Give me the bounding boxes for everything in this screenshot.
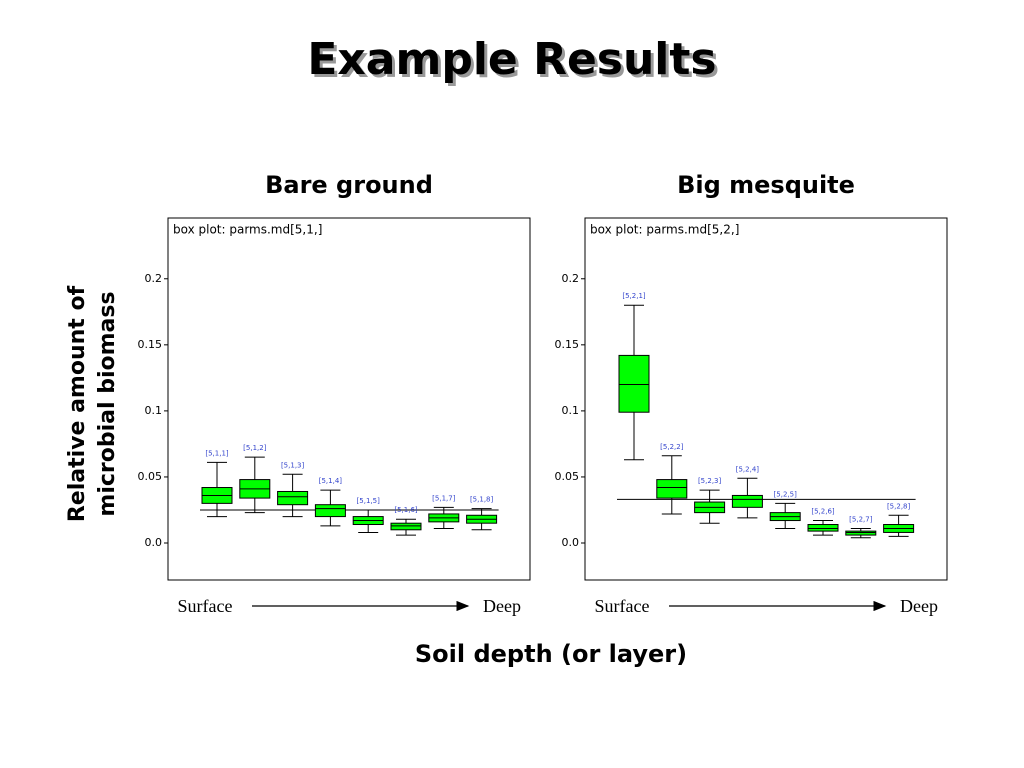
y-tick-label: 0.2 bbox=[145, 272, 163, 285]
panel-title: Bare ground bbox=[265, 171, 433, 199]
box-label: [5,1,6] bbox=[394, 506, 418, 514]
x-end-label: Deep bbox=[900, 596, 938, 616]
x-axis-label: Soil depth (or layer) bbox=[415, 640, 687, 668]
box bbox=[731, 494, 763, 508]
box-label: [5,1,7] bbox=[432, 494, 456, 502]
box-label: [5,2,4] bbox=[736, 465, 760, 473]
plot-frame bbox=[584, 217, 948, 581]
plot-title: box plot: parms.md[5,1,] bbox=[173, 223, 322, 237]
x-start-label: Surface bbox=[595, 596, 650, 616]
box bbox=[845, 530, 877, 536]
box bbox=[807, 524, 839, 532]
box bbox=[390, 522, 422, 531]
panel-title: Big mesquite bbox=[677, 171, 855, 199]
box bbox=[618, 354, 650, 413]
title-shadow: Example Results bbox=[310, 37, 719, 88]
box-label: [5,1,1] bbox=[205, 449, 229, 457]
y-tick-label: 0.05 bbox=[555, 470, 580, 483]
box bbox=[314, 504, 346, 518]
slide-title: Example Results bbox=[307, 34, 716, 85]
y-tick-label: 0.1 bbox=[145, 404, 163, 417]
y-tick-label: 0.15 bbox=[555, 338, 580, 351]
y-tick-label: 0.0 bbox=[562, 536, 580, 549]
y-tick-label: 0.05 bbox=[138, 470, 163, 483]
box-label: [5,2,5] bbox=[774, 490, 798, 498]
plot-frame bbox=[167, 217, 531, 581]
box-label: [5,1,3] bbox=[281, 461, 305, 469]
box-label: [5,2,6] bbox=[811, 508, 835, 516]
box-label: [5,2,8] bbox=[887, 502, 911, 510]
box bbox=[656, 479, 688, 499]
y-tick-label: 0.15 bbox=[138, 338, 163, 351]
y-tick-label: 0.1 bbox=[562, 404, 580, 417]
x-start-label: Surface bbox=[178, 596, 233, 616]
box-label: [5,2,7] bbox=[849, 515, 873, 523]
box-label: [5,2,3] bbox=[698, 477, 722, 485]
plot-title: box plot: parms.md[5,2,] bbox=[590, 223, 739, 237]
box-label: [5,2,2] bbox=[660, 443, 684, 451]
box-label: [5,1,5] bbox=[357, 497, 381, 505]
box-label: [5,2,1] bbox=[622, 292, 646, 300]
box-label: [5,1,2] bbox=[243, 444, 267, 452]
y-tick-label: 0.0 bbox=[145, 536, 163, 549]
y-tick-label: 0.2 bbox=[562, 272, 580, 285]
x-end-label: Deep bbox=[483, 596, 521, 616]
box bbox=[277, 490, 309, 506]
box-label: [5,1,4] bbox=[319, 477, 343, 485]
box-label: [5,1,8] bbox=[470, 496, 494, 504]
y-axis-label: Relative amount of microbial biomass bbox=[65, 285, 120, 523]
